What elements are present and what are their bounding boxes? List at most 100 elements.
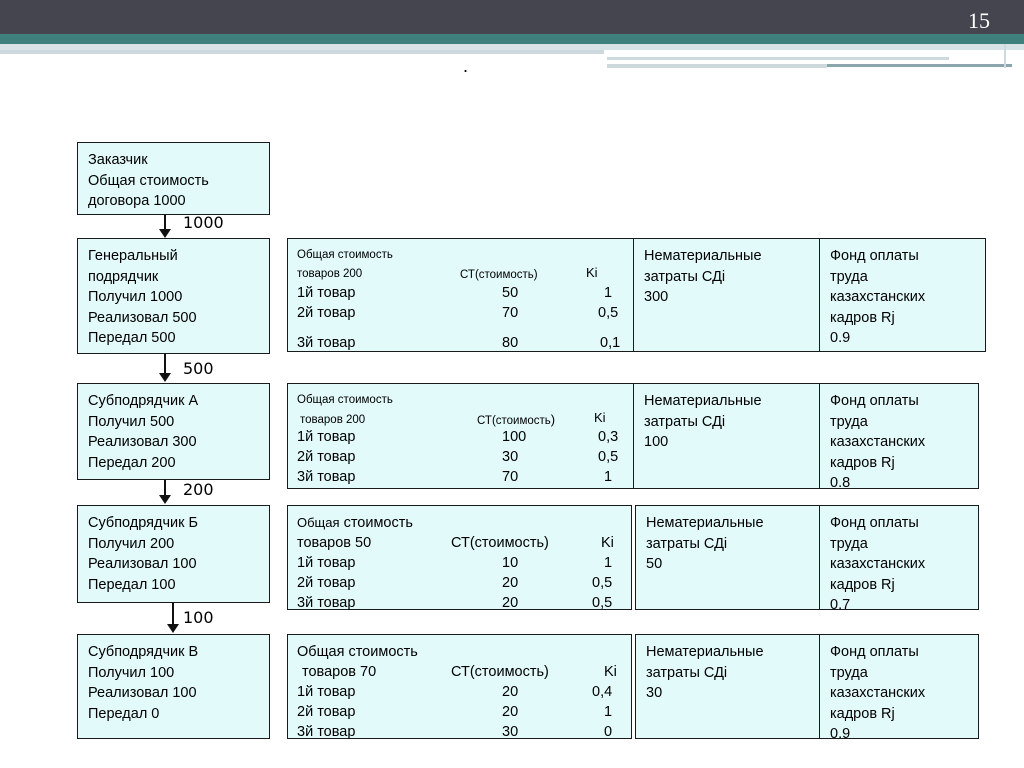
col-header-k: Ki bbox=[594, 410, 606, 425]
contractor-line: подрядчик bbox=[88, 268, 159, 285]
intangible-line: затраты СДi bbox=[646, 535, 728, 552]
flow-arrow bbox=[159, 479, 171, 504]
goods-total: товаров 200 bbox=[297, 268, 363, 280]
goods-name: 1й товар bbox=[297, 285, 356, 301]
contractor-line: Реализовал 500 bbox=[88, 309, 197, 326]
fund-line: труда bbox=[830, 664, 868, 681]
flow-amount: 500 bbox=[183, 359, 214, 378]
contractor-line: Получил 100 bbox=[88, 664, 175, 681]
goods-name: 2й товар bbox=[297, 449, 356, 465]
contractor-line: Передал 200 bbox=[88, 454, 176, 471]
col-header-st-text: СТ(стоимость bbox=[477, 415, 551, 427]
fund-line: кадров Rj bbox=[830, 576, 895, 593]
customer-line: Заказчик bbox=[88, 152, 148, 168]
flow-arrow bbox=[159, 354, 171, 382]
decor-vline bbox=[1004, 44, 1006, 68]
fund-line: труда bbox=[830, 413, 868, 430]
fund-line: казахстанских bbox=[830, 556, 926, 572]
fund-value: 0.7 bbox=[830, 597, 851, 613]
header-accent-band bbox=[0, 34, 1024, 44]
goods-total: товаров 200 bbox=[300, 414, 366, 426]
goods-k: 0,4 bbox=[592, 684, 613, 700]
contractor-line: Генеральный bbox=[88, 248, 178, 264]
goods-k: 0,5 bbox=[598, 449, 619, 465]
intangible-value: 300 bbox=[644, 289, 669, 305]
col-header-k: Ki bbox=[586, 265, 598, 280]
flow-amount: 100 bbox=[183, 608, 214, 627]
goods-st: 20 bbox=[502, 684, 519, 700]
intangible-costs-box: Нематериальные затраты СДi 30 bbox=[635, 634, 820, 739]
goods-name: 3й товар bbox=[297, 335, 356, 351]
col-header-st: СТ(стоимость) bbox=[451, 535, 549, 551]
col-header-st-paren: ) bbox=[550, 412, 556, 427]
intangible-value: 30 bbox=[646, 685, 663, 701]
goods-k: 1 bbox=[604, 704, 613, 720]
goods-k: 0,5 bbox=[592, 595, 613, 611]
goods-st: 20 bbox=[502, 704, 519, 720]
fund-line: казахстанских bbox=[830, 434, 926, 450]
flow-amount: 200 bbox=[183, 480, 214, 499]
fund-line: казахстанских bbox=[830, 685, 926, 701]
fund-value: 0.8 bbox=[830, 475, 851, 491]
contractor-line: Передал 100 bbox=[88, 576, 176, 593]
fund-line: труда bbox=[830, 535, 868, 552]
flow-arrow bbox=[167, 603, 179, 633]
goods-table-b: Общая стоимость товаров 50 СТ(стоимость)… bbox=[287, 505, 632, 611]
col-header-st: СТ(стоимость) bbox=[451, 664, 549, 680]
goods-k: 0,3 bbox=[598, 429, 619, 445]
contractor-line: Реализовал 100 bbox=[88, 556, 197, 572]
header-bar bbox=[0, 0, 1024, 34]
goods-title-part: Общая bbox=[297, 515, 340, 530]
goods-st: 30 bbox=[502, 724, 519, 740]
goods-st: 80 bbox=[502, 335, 519, 351]
goods-name: 3й товар bbox=[297, 595, 356, 611]
goods-st: 20 bbox=[502, 575, 519, 591]
payroll-fund-box: Фонд оплаты труда казахстанских кадров R… bbox=[819, 383, 979, 491]
goods-total: товаров 50 bbox=[297, 535, 372, 551]
intangible-line: Нематериальные bbox=[646, 644, 764, 660]
slide-title: . bbox=[463, 56, 469, 76]
page-number: 15 bbox=[968, 8, 990, 33]
goods-st: 50 bbox=[502, 285, 519, 301]
fund-line: труда bbox=[830, 268, 868, 285]
goods-st: 10 bbox=[502, 555, 519, 571]
intangible-line: Нематериальные bbox=[644, 393, 762, 409]
title-underline-bar bbox=[0, 50, 604, 54]
contractor-line: Получил 500 bbox=[88, 413, 175, 430]
goods-k: 1 bbox=[604, 555, 613, 571]
intangible-costs-box: Нематериальные затраты СДi 100 bbox=[633, 383, 820, 489]
goods-k: 0,5 bbox=[598, 305, 619, 321]
payroll-fund-box: Фонд оплаты труда казахстанских кадров R… bbox=[819, 238, 986, 352]
customer-box: Заказчик Общая стоимость договора 1000 bbox=[77, 142, 270, 215]
goods-name: 3й товар bbox=[297, 469, 356, 485]
goods-title: Общая стоимость bbox=[297, 644, 418, 660]
header-light-band bbox=[0, 44, 1024, 50]
subcontractor-v-box: Субподрядчик В Получил 100 Реализовал 10… bbox=[77, 634, 270, 739]
intangible-line: затраты СДi bbox=[644, 413, 726, 430]
customer-line: Общая стоимость bbox=[88, 172, 209, 189]
goods-k: 1 bbox=[604, 285, 613, 301]
intangible-line: Нематериальные bbox=[644, 248, 762, 264]
goods-table-general: Общая стоимость товаров 200 СТ(стоимость… bbox=[287, 238, 634, 352]
col-header-k: Ki bbox=[601, 535, 614, 551]
decor-bar-1 bbox=[607, 57, 949, 60]
contractor-line: Субподрядчик А bbox=[88, 393, 199, 409]
goods-title-part: стоимость bbox=[343, 515, 413, 531]
intangible-line: Нематериальные bbox=[646, 515, 764, 531]
goods-total: товаров 70 bbox=[302, 664, 377, 680]
decor-bar-2 bbox=[607, 64, 827, 68]
col-header-st: СТ(стоимость) bbox=[477, 410, 555, 432]
goods-table-a: Общая стоимость товаров 200 СТ(стоимость… bbox=[287, 383, 634, 489]
decor-bar-3 bbox=[827, 64, 1012, 67]
fund-value: 0.9 bbox=[830, 330, 851, 346]
flow-amount: 1000 bbox=[183, 213, 224, 232]
contractor-line: Реализовал 300 bbox=[88, 434, 197, 450]
fund-line: кадров Rj bbox=[830, 454, 895, 471]
fund-line: Фонд оплаты bbox=[830, 393, 919, 409]
subcontractor-b-box: Субподрядчик Б Получил 200 Реализовал 10… bbox=[77, 505, 270, 603]
goods-name: 2й товар bbox=[297, 575, 356, 591]
intangible-line: затраты СДi bbox=[646, 664, 728, 681]
goods-name: 1й товар bbox=[297, 429, 356, 445]
goods-title: Общая стоимость bbox=[297, 513, 413, 534]
fund-line: Фонд оплаты bbox=[830, 644, 919, 660]
